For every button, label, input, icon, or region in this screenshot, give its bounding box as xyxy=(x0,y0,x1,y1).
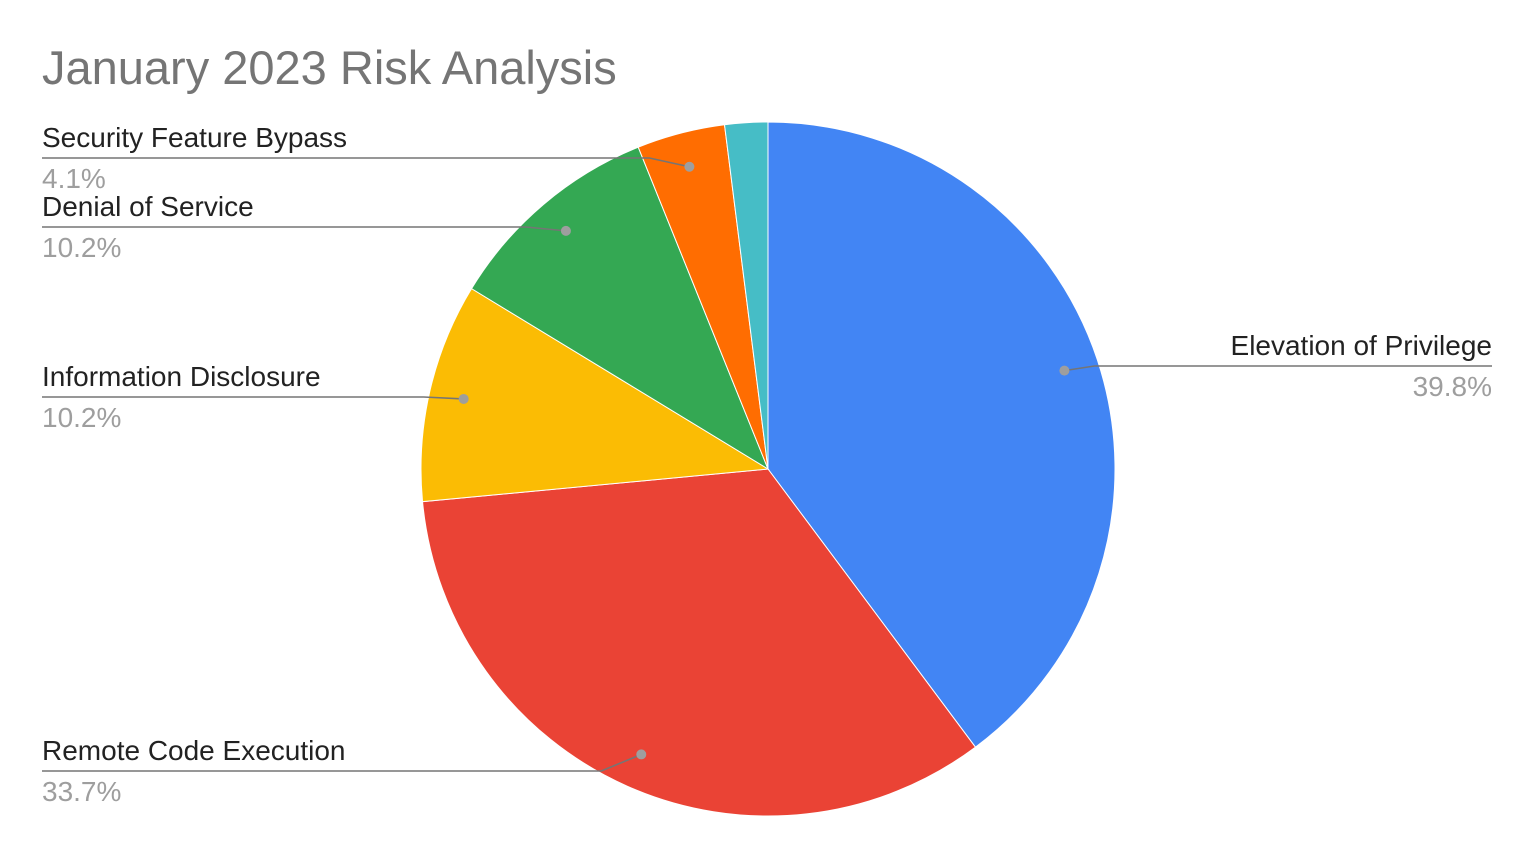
slice-percent-denial-of-service: 10.2% xyxy=(42,232,121,263)
slice-labels: Elevation of Privilege 39.8% Remote Code E… xyxy=(42,122,1492,807)
slice-label-remote-code-execution: Remote Code Execution xyxy=(42,735,346,766)
leader-line-elevation-of-privilege xyxy=(1064,365,1492,372)
slice-percent-elevation-of-privilege: 39.8% xyxy=(1413,371,1492,402)
slice-elevation-of-privilege xyxy=(767,121,1116,748)
slice-denial-of-service xyxy=(470,146,770,471)
leader-dot-elevation-of-privilege xyxy=(1059,365,1070,376)
slice-information-disclosure xyxy=(420,287,770,503)
leader-line-security-feature-bypass xyxy=(42,157,690,168)
pie-slices xyxy=(420,121,1116,817)
slice-percent-remote-code-execution: 33.7% xyxy=(42,776,121,807)
leader-line-information-disclosure xyxy=(42,396,464,400)
slice-label-information-disclosure: Information Disclosure xyxy=(42,361,321,392)
slice-percent-security-feature-bypass: 4.1% xyxy=(42,163,106,194)
leader-dot-information-disclosure xyxy=(458,393,469,404)
slice-remote-code-execution xyxy=(421,468,977,817)
leader-dot-remote-code-execution xyxy=(636,749,647,760)
slice-label-denial-of-service: Denial of Service xyxy=(42,191,254,222)
chart-title: January 2023 Risk Analysis xyxy=(42,41,617,94)
leader-line-remote-code-execution xyxy=(42,753,642,772)
slice-label-security-feature-bypass: Security Feature Bypass xyxy=(42,122,347,153)
leader-dot-denial-of-service xyxy=(560,225,571,236)
slice-other xyxy=(723,121,769,470)
slice-percent-information-disclosure: 10.2% xyxy=(42,402,121,433)
leader-dot-security-feature-bypass xyxy=(684,161,695,172)
leader-line-denial-of-service xyxy=(42,226,567,232)
slice-label-elevation-of-privilege: Elevation of Privilege xyxy=(1231,330,1492,361)
